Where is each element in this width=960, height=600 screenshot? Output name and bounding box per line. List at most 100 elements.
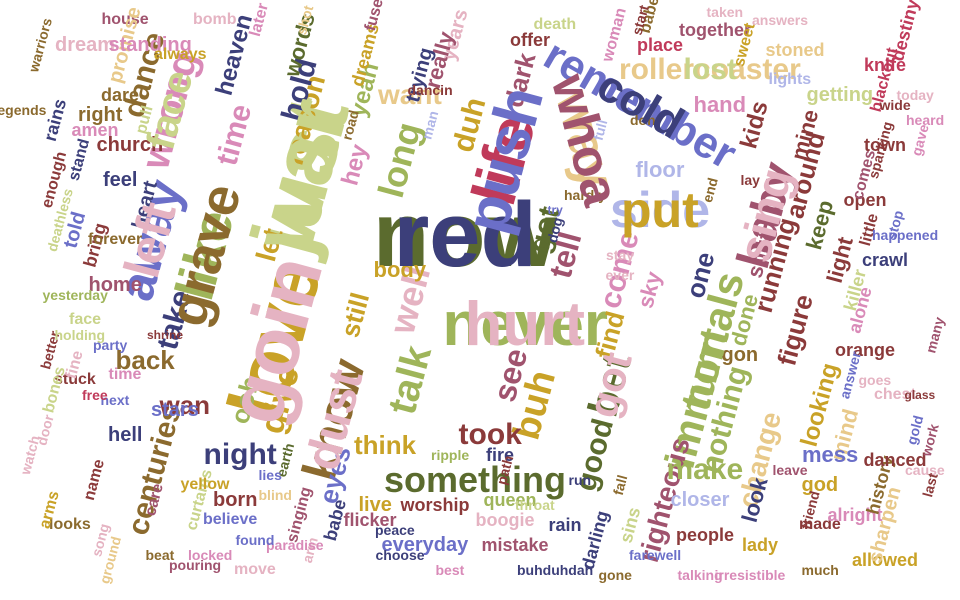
cloud-word: never xyxy=(442,290,608,359)
cloud-word: wide xyxy=(879,97,911,113)
cloud-word: cause xyxy=(905,462,945,478)
cloud-word: centuries xyxy=(121,401,188,539)
cloud-word: bones xyxy=(40,364,69,415)
cloud-word: dare xyxy=(101,85,140,105)
cloud-word: sky xyxy=(632,268,667,311)
cloud-word: lies xyxy=(258,467,282,483)
cloud-word: stuck xyxy=(54,371,96,388)
cloud-word: much xyxy=(801,562,839,578)
cloud-word: next xyxy=(100,392,130,408)
cloud-word: run xyxy=(568,472,592,488)
cloud-word: church xyxy=(96,134,164,156)
cloud-word: ripple xyxy=(431,447,470,463)
cloud-word: born xyxy=(213,489,258,511)
cloud-word: gon xyxy=(721,344,759,366)
cloud-word: paradise xyxy=(266,537,324,553)
cloud-word: floor xyxy=(635,157,685,182)
cloud-word: throat xyxy=(515,497,555,513)
cloud-word: red xyxy=(393,184,537,286)
cloud-word: make xyxy=(666,453,744,486)
cloud-word: right xyxy=(78,104,123,126)
cloud-word: together xyxy=(679,20,751,40)
cloud-word: body xyxy=(373,257,427,282)
cloud-word: dancin xyxy=(407,82,453,98)
cloud-word: goes xyxy=(858,372,892,388)
cloud-word: hurt xyxy=(464,290,586,359)
cloud-word: alright xyxy=(827,505,883,525)
cloud-word: holding xyxy=(54,327,106,343)
cloud-word: last xyxy=(919,471,941,499)
cloud-word: face xyxy=(69,311,102,328)
cloud-word: answers xyxy=(752,12,809,28)
cloud-word: fall xyxy=(609,473,631,497)
cloud-word: fire xyxy=(486,445,515,465)
cloud-word: closer xyxy=(670,489,730,511)
cloud-word: looks xyxy=(49,516,91,533)
cloud-word: rain xyxy=(548,515,582,535)
cloud-word: today xyxy=(896,87,934,103)
cloud-word: many xyxy=(922,315,948,355)
cloud-word: dont xyxy=(630,112,661,128)
cloud-word: move xyxy=(234,561,276,578)
cloud-word: leave xyxy=(772,462,808,478)
cloud-word: stand xyxy=(65,137,94,183)
cloud-word: man xyxy=(418,109,442,141)
cloud-word: night xyxy=(203,438,277,471)
cloud-word: back xyxy=(115,345,175,375)
cloud-word: side xyxy=(610,182,711,238)
cloud-word: mistake xyxy=(481,535,549,555)
cloud-word: time xyxy=(108,366,142,383)
cloud-word: yesterday xyxy=(42,287,108,303)
cloud-word: hand xyxy=(693,92,747,117)
cloud-word: later xyxy=(246,1,272,39)
cloud-word: standing xyxy=(108,34,192,56)
cloud-word: name xyxy=(80,457,109,503)
cloud-word: hardly xyxy=(564,187,607,203)
cloud-word: dream xyxy=(55,34,116,56)
cloud-word: talking xyxy=(677,567,723,583)
cloud-word: ever xyxy=(605,267,635,283)
cloud-word: everyday xyxy=(381,534,469,556)
cloud-word: amen xyxy=(71,120,119,140)
cloud-word: queen xyxy=(483,490,537,510)
cloud-word: crawl xyxy=(862,250,909,270)
cloud-word: put xyxy=(621,182,699,238)
cloud-word: forever xyxy=(88,231,143,248)
cloud-word: babe xyxy=(319,497,351,543)
cloud-word: feel xyxy=(103,169,138,191)
cloud-word: farewell xyxy=(629,547,682,563)
cloud-word: irresistible xyxy=(714,567,786,583)
cloud-word: fuse xyxy=(362,0,387,33)
cloud-word: time xyxy=(210,100,259,169)
cloud-word: yellow xyxy=(180,476,230,493)
cloud-word: open xyxy=(843,190,887,210)
cloud-word: found xyxy=(235,532,275,548)
cloud-word: people xyxy=(676,525,735,545)
cloud-word: stoned xyxy=(765,40,825,60)
cloud-word: death xyxy=(533,16,577,33)
cloud-word: getting xyxy=(806,84,874,106)
cloud-word: gone xyxy=(598,567,632,583)
cloud-word: lay xyxy=(740,172,760,188)
cloud-word: always xyxy=(154,46,207,63)
cloud-word: taken xyxy=(706,4,744,20)
cloud-word: flicker xyxy=(343,510,397,530)
cloud-word: mess xyxy=(802,442,859,467)
cloud-word: made xyxy=(799,516,841,533)
cloud-word: still xyxy=(334,289,376,341)
cloud-word: shrine xyxy=(147,328,184,342)
cloud-word: watch xyxy=(16,433,43,477)
cloud-word: try xyxy=(547,203,563,217)
cloud-word: lost xyxy=(683,53,737,86)
cloud-word: knife xyxy=(864,55,907,75)
cloud-word: live xyxy=(358,494,392,516)
cloud-word: stay xyxy=(606,247,635,263)
cloud-word: believe xyxy=(203,511,258,528)
cloud-word: town xyxy=(864,135,906,155)
cloud-word: heard xyxy=(906,112,945,128)
cloud-word: wan xyxy=(159,390,211,420)
cloud-word: buhduhdah xyxy=(517,562,594,578)
cloud-word: talk xyxy=(379,341,441,419)
cloud-word: worship xyxy=(400,495,470,515)
